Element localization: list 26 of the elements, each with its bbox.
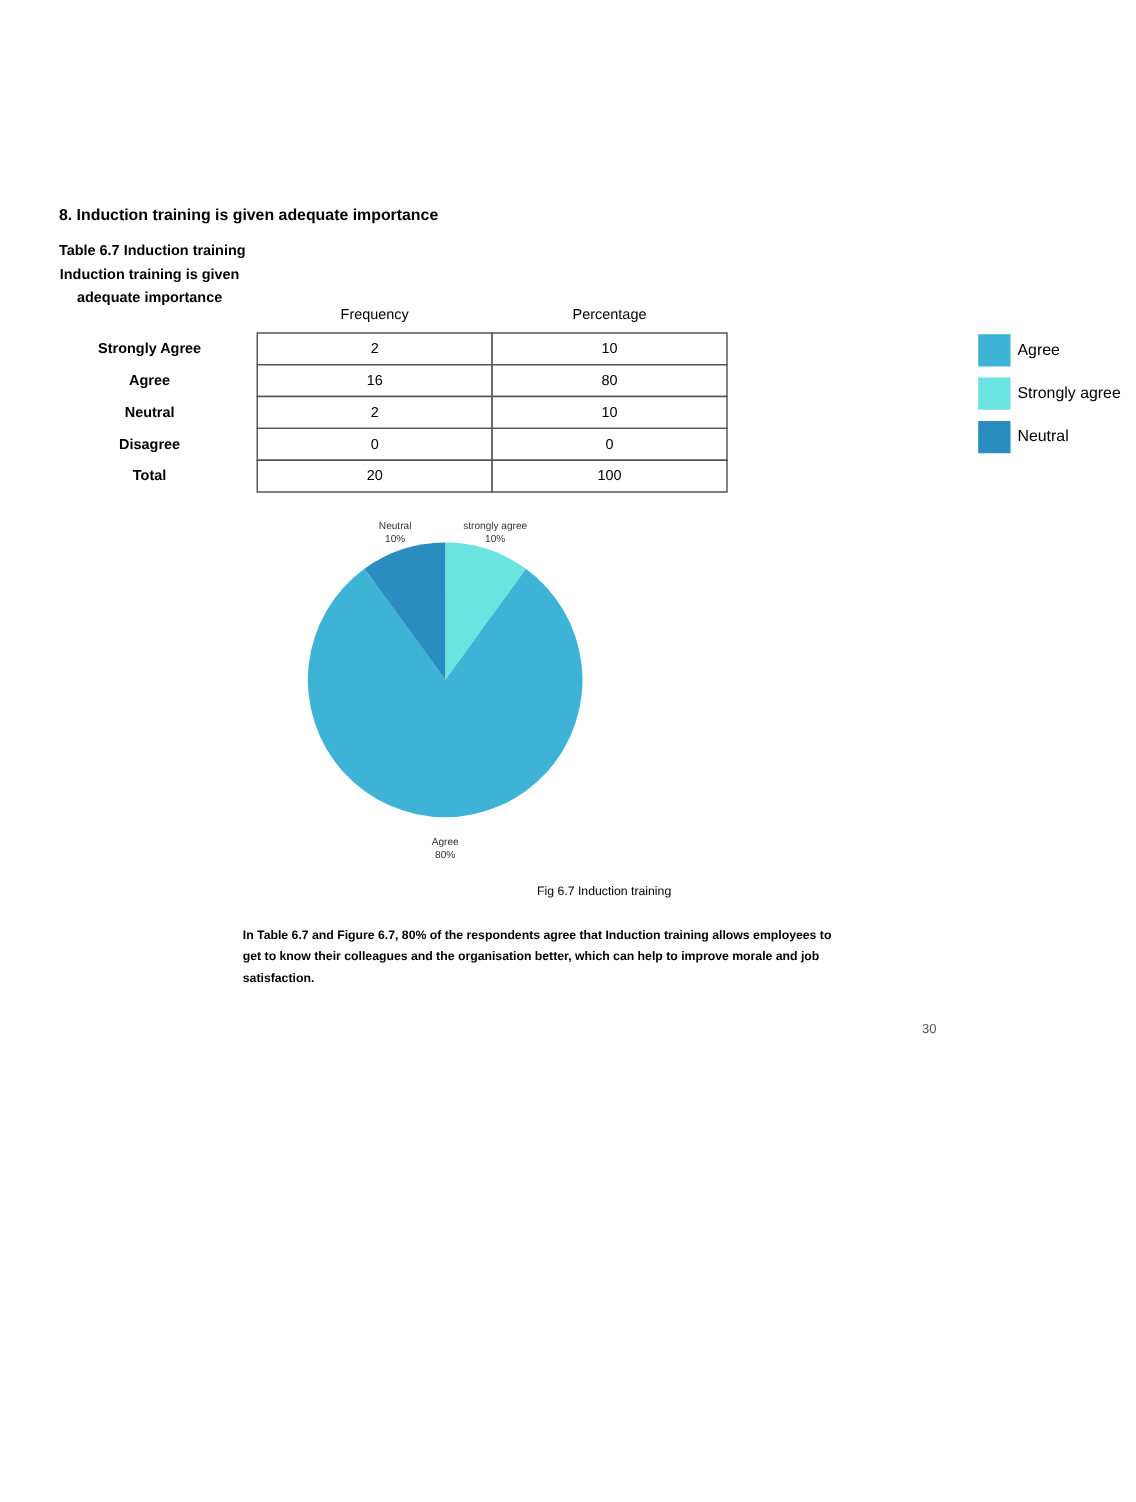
- data-label: 10: [601, 402, 618, 421]
- legend-label: Neutral: [1017, 427, 1070, 446]
- x-tick-label: Percentage: [572, 305, 647, 324]
- y-tick-label: Total: [132, 466, 167, 485]
- y-tick-label: Neutral: [124, 402, 175, 421]
- pie-slice: [307, 568, 583, 817]
- pie-slice: [445, 542, 526, 680]
- data-label: 80: [601, 371, 618, 390]
- y-tick-label: Agree: [129, 371, 171, 390]
- y-tick-label: Strongly Agree: [98, 339, 202, 358]
- chart-title: 8. Induction training is given adequate importance: [58, 206, 440, 225]
- legend-label: Agree: [1017, 340, 1062, 359]
- y-tick-label: Disagree: [119, 434, 181, 453]
- pie-slice: [364, 542, 446, 680]
- chart-subtitle: Table 6.7 Induction training: [58, 240, 246, 259]
- data-label: 2: [370, 402, 379, 421]
- y-axis-title: Induction training is given adequate importance: [59, 264, 240, 306]
- data-label: 100: [597, 466, 622, 485]
- data-label: 0: [370, 434, 379, 453]
- data-label: 0: [605, 434, 614, 453]
- data-label: 16: [366, 371, 383, 390]
- x-tick-label: Frequency: [340, 305, 410, 324]
- data-label: 20: [366, 466, 383, 485]
- data-label: 2: [370, 339, 379, 358]
- data-label: 10: [601, 339, 618, 358]
- legend-label: Strongly agree: [1017, 384, 1122, 403]
